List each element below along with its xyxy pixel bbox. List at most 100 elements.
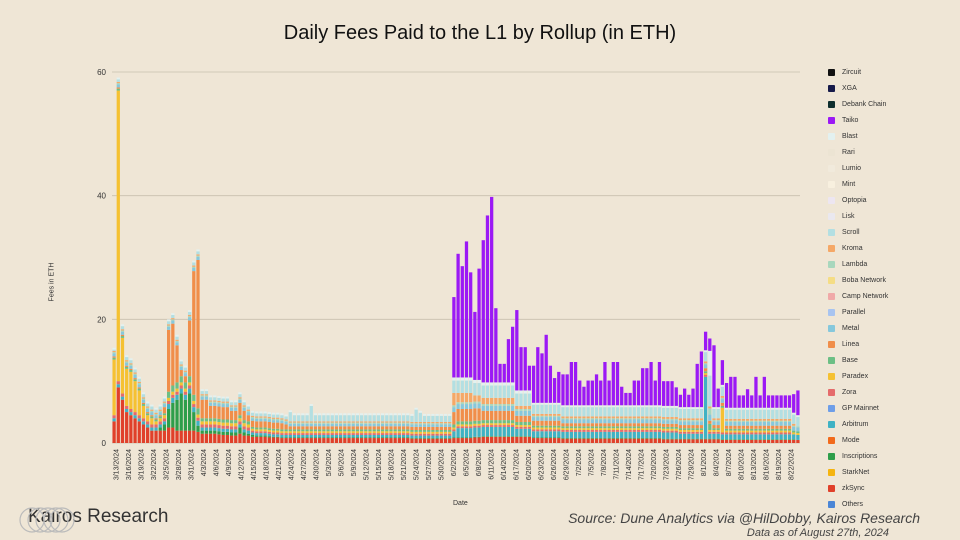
bar-segment — [540, 417, 544, 421]
bar-segment — [594, 374, 599, 406]
bar-segment — [548, 404, 553, 414]
bar-segment — [540, 353, 544, 403]
bar-segment — [607, 416, 611, 419]
bar-segment — [779, 428, 783, 431]
bar-segment — [116, 88, 120, 91]
legend-item: Lisk — [828, 208, 958, 224]
bar-segment — [347, 438, 351, 443]
bar-segment — [418, 424, 422, 427]
bar-segment — [448, 426, 452, 431]
bar-segment — [250, 432, 255, 435]
legend-swatch — [828, 308, 835, 316]
bar-segment — [368, 429, 372, 432]
bar-segment — [196, 255, 200, 257]
bar-segment — [406, 431, 410, 434]
bar-segment — [599, 426, 603, 429]
bar-segment — [594, 431, 599, 439]
bar-segment — [561, 423, 565, 427]
bar-segment — [456, 437, 460, 439]
x-tick-label: 3/16/2024 — [126, 449, 133, 480]
bar-segment — [624, 419, 628, 424]
bar-segment — [385, 429, 389, 432]
bar-segment — [280, 419, 284, 421]
bar-segment — [590, 430, 594, 432]
legend-swatch — [828, 212, 835, 220]
bar-segment — [238, 399, 242, 403]
bar-segment — [603, 438, 607, 443]
bar-segment — [393, 433, 397, 435]
bar-segment — [448, 433, 452, 436]
bar-segment — [519, 415, 523, 422]
bar-segment — [523, 408, 527, 411]
legend-item: Zora — [828, 384, 958, 400]
bar-segment — [464, 241, 469, 378]
bar-segment — [766, 439, 771, 440]
bar-segment — [754, 407, 758, 410]
bar-segment — [796, 427, 800, 432]
bar-segment — [246, 404, 250, 407]
bar-segment — [292, 431, 297, 434]
bar-segment — [544, 417, 548, 421]
bar-segment — [334, 437, 339, 439]
bar-segment — [754, 434, 758, 440]
bar-segment — [544, 427, 548, 430]
bar-segment — [318, 434, 322, 438]
bar-segment — [234, 432, 238, 436]
bar-segment — [217, 397, 221, 401]
bar-segment — [611, 431, 615, 439]
bar-segment — [473, 383, 477, 396]
bar-segment — [557, 402, 561, 405]
bar-segment — [217, 400, 221, 403]
bar-segment — [628, 438, 632, 439]
bar-segment — [536, 431, 540, 438]
bar-segment — [737, 420, 741, 422]
bar-segment — [657, 419, 662, 424]
bar-segment — [431, 424, 435, 427]
bar-segment — [456, 424, 460, 427]
bar-segment — [578, 438, 582, 443]
bar-segment — [561, 416, 565, 419]
bar-segment — [494, 404, 498, 406]
bar-segment — [112, 359, 116, 416]
bar-segment — [653, 416, 657, 419]
bar-segment — [724, 439, 729, 440]
bar-segment — [796, 431, 800, 434]
bar-segment — [771, 420, 775, 422]
bar-segment — [242, 407, 246, 411]
kairos-logo-icon — [19, 507, 75, 533]
bar-segment — [632, 430, 636, 432]
bar-segment — [494, 382, 498, 386]
bar-segment — [255, 433, 259, 436]
bar-segment — [368, 426, 372, 430]
bar-segment — [548, 425, 553, 428]
bar-segment — [766, 430, 771, 433]
bar-segment — [750, 421, 754, 426]
bar-segment — [670, 405, 674, 408]
bar-segment — [666, 420, 670, 424]
bar-segment — [666, 432, 670, 439]
bar-segment — [187, 382, 192, 386]
bar-segment — [456, 402, 460, 405]
bar-segment — [263, 431, 267, 434]
bar-segment — [368, 422, 372, 424]
bar-segment — [435, 431, 439, 434]
bar-segment — [620, 405, 624, 408]
bar-segment — [250, 418, 255, 421]
bar-segment — [670, 420, 674, 424]
bar-segment — [146, 427, 150, 443]
bar-segment — [443, 426, 448, 431]
bar-segment — [133, 374, 137, 379]
bar-segment — [536, 404, 540, 414]
bar-segment — [473, 437, 477, 443]
bar-segment — [657, 418, 662, 420]
bar-segment — [364, 422, 368, 424]
bar-segment — [632, 419, 636, 424]
bar-segment — [578, 419, 582, 424]
bar-segment — [552, 420, 557, 426]
bar-segment — [552, 429, 557, 432]
bar-segment — [234, 410, 238, 421]
bar-segment — [498, 363, 502, 383]
bar-segment — [389, 437, 393, 439]
bar-segment — [267, 417, 271, 419]
bar-segment — [271, 432, 276, 435]
